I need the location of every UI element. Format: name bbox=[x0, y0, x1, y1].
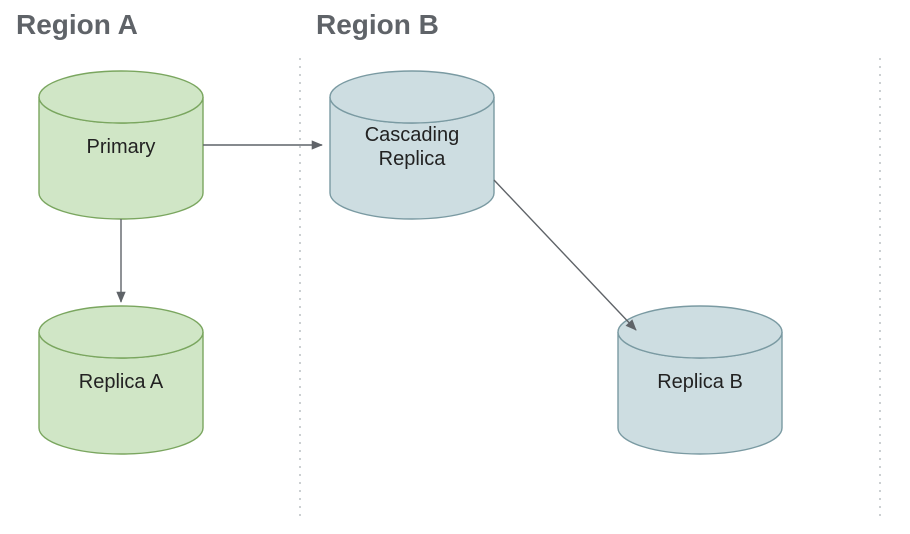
db-node-label-cascading-line0: Cascading bbox=[365, 124, 460, 146]
db-node-replicaB: Replica B bbox=[618, 306, 782, 454]
db-node-label-replicaA: Replica A bbox=[79, 371, 164, 393]
region-title-regionB: Region B bbox=[316, 9, 439, 40]
db-node-label-primary: Primary bbox=[87, 136, 156, 158]
db-node-replicaA: Replica A bbox=[39, 306, 203, 454]
db-node-label-replicaB: Replica B bbox=[657, 371, 743, 393]
db-node-cascading: CascadingReplica bbox=[330, 71, 494, 219]
db-node-label-cascading-line1: Replica bbox=[379, 148, 447, 170]
region-title-regionA: Region A bbox=[16, 9, 138, 40]
edge-cascading-to-replicaB bbox=[494, 180, 636, 330]
db-node-primary: Primary bbox=[39, 71, 203, 219]
replication-diagram: Region A Region B Primary Replica A Cascadin… bbox=[0, 0, 910, 534]
